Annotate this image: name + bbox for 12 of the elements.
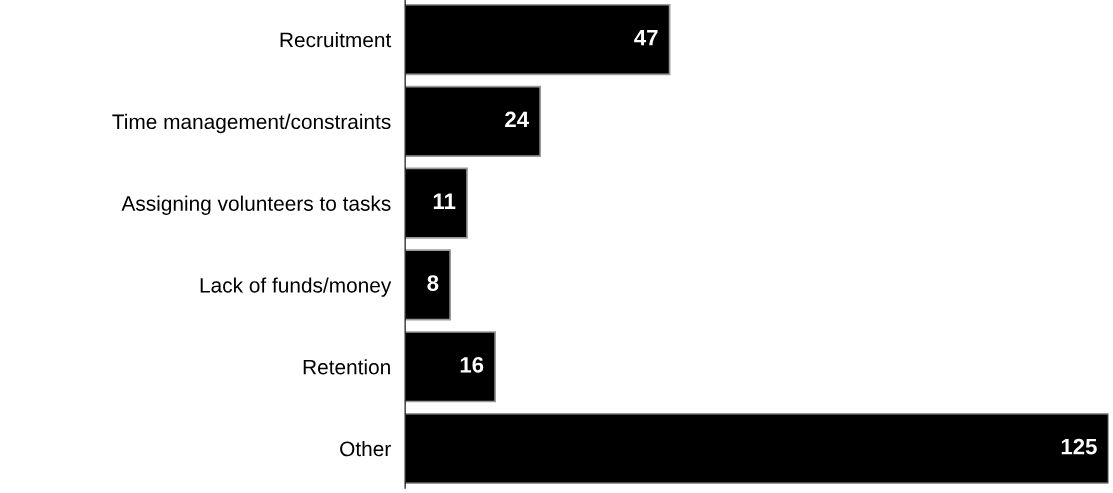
data-label: 24 xyxy=(505,111,529,128)
data-label: 47 xyxy=(634,30,658,46)
data-label: 16 xyxy=(460,356,484,373)
data-label: 125 xyxy=(1061,438,1097,455)
y-tick-label: Time management/constraints xyxy=(112,113,391,134)
y-tick-label: Lack of funds/money xyxy=(200,277,392,297)
data-label: 8 xyxy=(427,275,439,291)
y-tick-label: Other xyxy=(340,440,391,457)
y-tick-label: Recruitment xyxy=(280,32,392,48)
data-label: 11 xyxy=(433,193,456,209)
y-tick-label: Retention xyxy=(303,359,390,375)
y-tick-label: Assigning volunteers to tasks xyxy=(121,195,391,216)
